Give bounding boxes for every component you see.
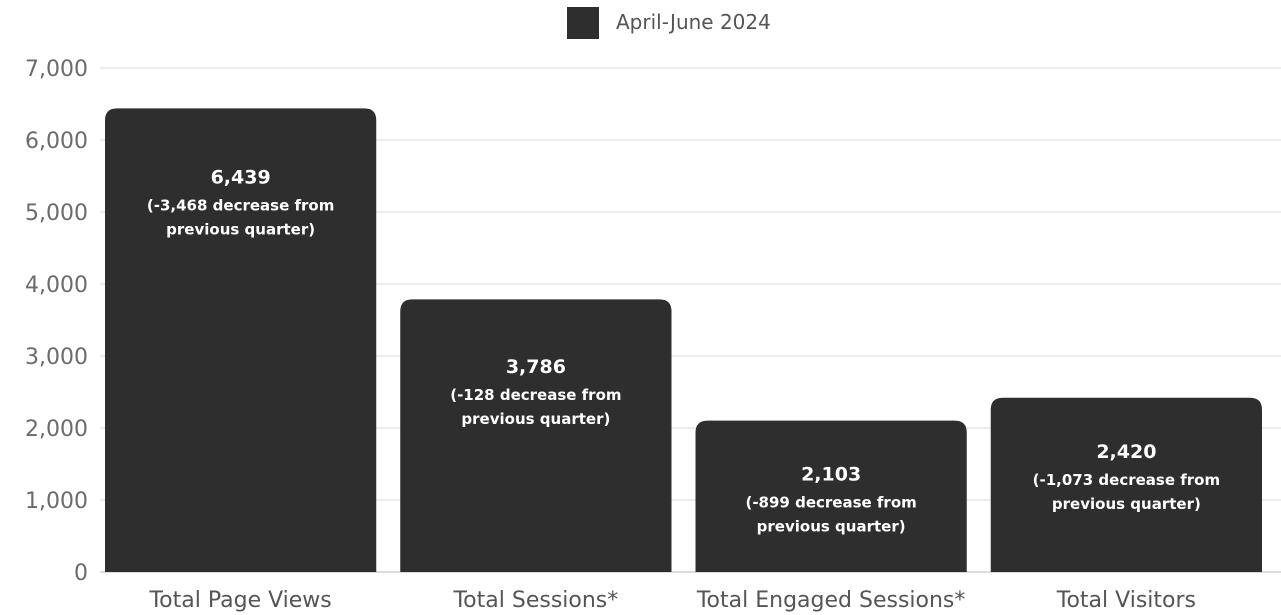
bar-note-label: previous quarter) (757, 518, 906, 536)
y-axis: 0 1,000 2,000 3,000 4,000 5,000 6,000 7,000 (25, 57, 88, 586)
bar (400, 299, 672, 572)
y-tick-label: 6,000 (25, 129, 88, 154)
y-tick-label: 7,000 (25, 57, 88, 82)
x-category-label: Total Sessions* (452, 588, 618, 613)
x-axis: Total Page Views Total Sessions* Total Eng… (148, 588, 1196, 613)
bar-note-label: previous quarter) (461, 410, 610, 428)
bar-note-label: previous quarter) (1052, 495, 1201, 513)
bar-value-label: 6,439 (211, 166, 271, 188)
bar-value-label: 3,786 (506, 356, 566, 378)
bar (695, 420, 967, 572)
legend: April-June 2024 (567, 7, 771, 39)
bar-note-label: (-1,073 decrease from (1033, 471, 1220, 489)
x-category-label: Total Page Views (148, 588, 331, 613)
x-category-label: Total Engaged Sessions* (696, 588, 966, 613)
y-tick-label: 3,000 (25, 345, 88, 370)
y-tick-label: 4,000 (25, 273, 88, 298)
legend-label: April-June 2024 (616, 10, 771, 34)
y-tick-label: 1,000 (25, 489, 88, 514)
bar-note-label: (-128 decrease from (450, 386, 621, 404)
bar (105, 108, 377, 572)
bar-value-label: 2,103 (801, 464, 861, 486)
bar-note-label: (-899 decrease from (745, 494, 916, 512)
bars (105, 108, 1262, 572)
bar-note-label: (-3,468 decrease from (147, 196, 334, 214)
legend-swatch (567, 7, 599, 39)
bar-data-labels: 6,439 (-3,468 decrease from previous quart… (147, 166, 1220, 535)
y-tick-label: 0 (74, 561, 88, 586)
bar-note-label: previous quarter) (166, 220, 315, 238)
y-tick-label: 2,000 (25, 417, 88, 442)
bar (990, 397, 1262, 572)
bar-value-label: 2,420 (1096, 441, 1156, 463)
y-tick-label: 5,000 (25, 201, 88, 226)
x-category-label: Total Visitors (1056, 588, 1196, 613)
